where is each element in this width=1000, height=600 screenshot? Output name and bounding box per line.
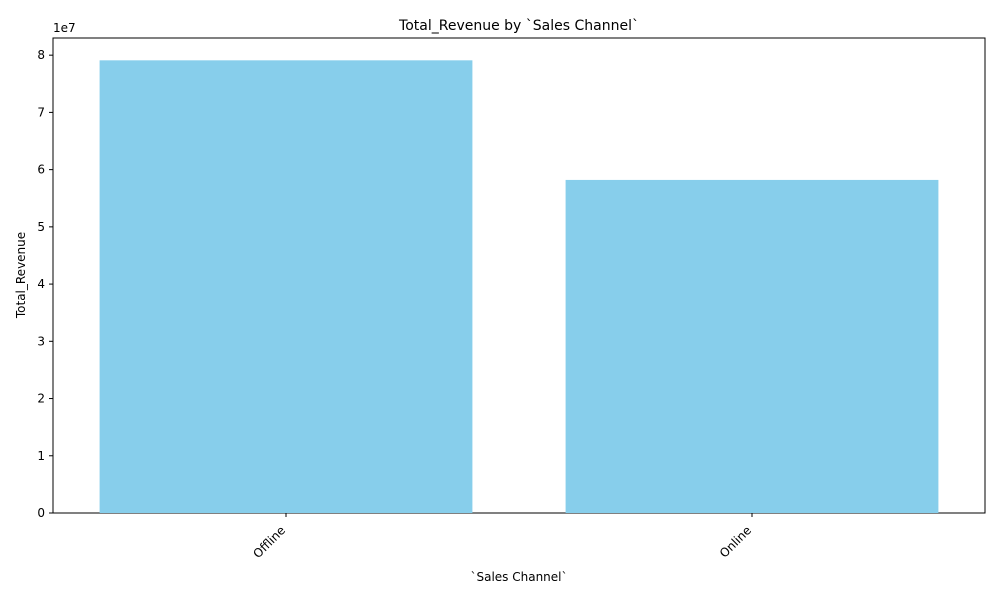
y-tick-label-4: 4 xyxy=(37,277,45,291)
chart-title: Total_Revenue by `Sales Channel` xyxy=(398,18,639,34)
y-axis-offset-label: 1e7 xyxy=(53,21,76,35)
y-tick-label-8: 8 xyxy=(37,48,45,62)
plot-frame xyxy=(52,37,986,514)
y-tick-label-1: 1 xyxy=(37,449,45,463)
plot-area xyxy=(52,37,986,514)
bars xyxy=(99,60,939,514)
y-axis: 0 1 2 3 4 5 6 7 8 xyxy=(37,48,53,520)
y-tick-label-5: 5 xyxy=(37,220,45,234)
y-tick-label-3: 3 xyxy=(37,334,45,348)
y-tick-label-7: 7 xyxy=(37,105,45,119)
y-tick-label-6: 6 xyxy=(37,163,45,177)
bar-online xyxy=(565,179,939,513)
y-tick-label-2: 2 xyxy=(37,392,45,406)
bar-offline xyxy=(99,60,473,514)
y-axis-label: Total_Revenue xyxy=(14,232,28,319)
x-axis-label: `Sales Channel` xyxy=(470,570,567,584)
y-tick-label-0: 0 xyxy=(37,506,45,520)
